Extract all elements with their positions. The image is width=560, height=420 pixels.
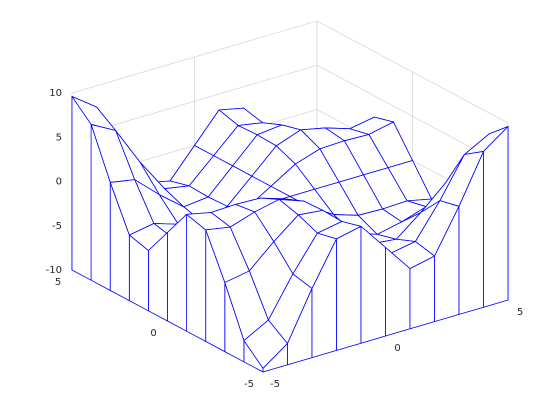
curtain: [71, 96, 92, 281]
grid-line: [71, 20, 318, 94]
y-tick-label: -5: [244, 379, 254, 390]
y-tick-label: 0: [150, 328, 156, 339]
z-tick-label: 0: [56, 177, 62, 188]
curtain: [483, 126, 509, 308]
curtain: [167, 213, 188, 332]
z-tick-label: -10: [46, 265, 62, 276]
x-tick-label: 5: [517, 307, 523, 318]
grid-line: [71, 64, 318, 138]
x-tick-label: -5: [270, 379, 280, 390]
x-tick-label: 0: [394, 343, 400, 354]
curtain: [360, 225, 386, 344]
z-tick-label: 5: [56, 132, 62, 143]
y-tick-label: 5: [55, 277, 61, 288]
curtain: [336, 225, 362, 351]
z-tick-label: -5: [52, 221, 62, 232]
z-tick-label: 10: [49, 88, 62, 99]
curtain: [186, 213, 207, 342]
curtain: [409, 255, 435, 330]
grid-line: [316, 20, 509, 124]
